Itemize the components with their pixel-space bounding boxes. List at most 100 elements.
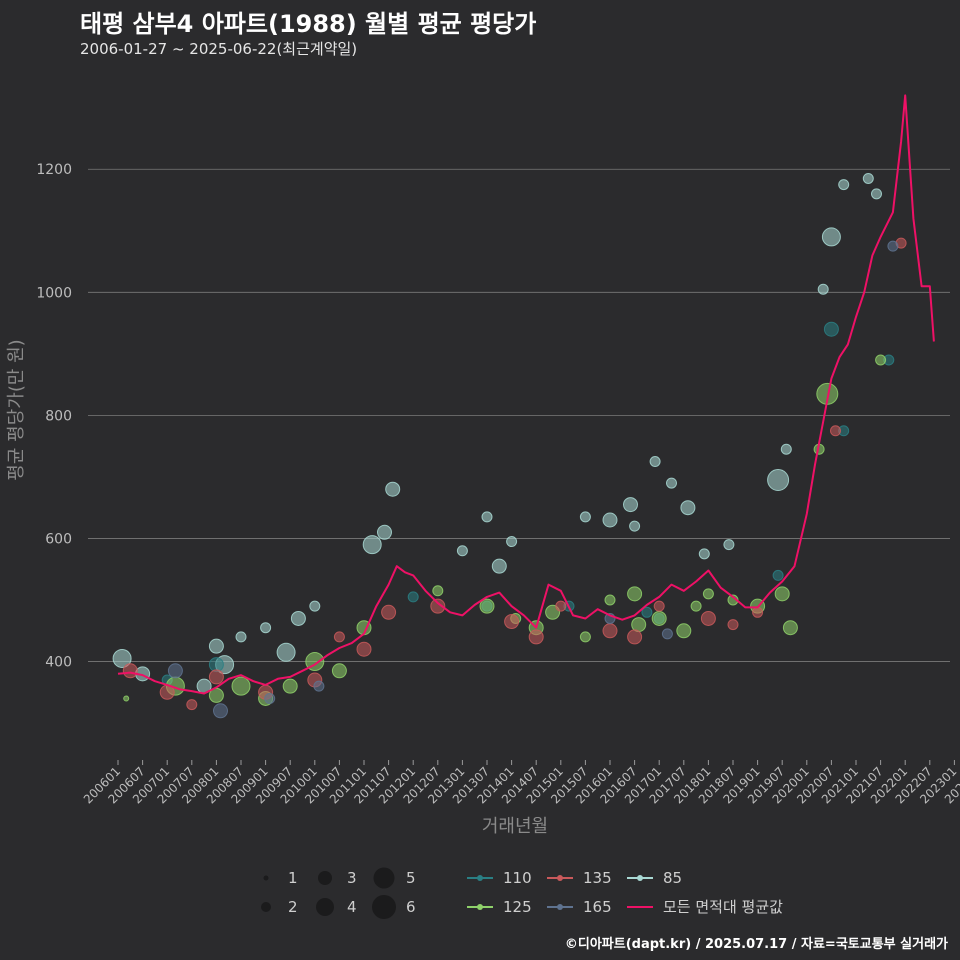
- data-point-85: [862, 172, 874, 184]
- legend-size-label: 3: [347, 869, 357, 887]
- data-point-135: [700, 610, 716, 626]
- legend-series-label: 125: [503, 898, 532, 916]
- data-point-125: [123, 695, 130, 702]
- legend-size-label: 1: [288, 869, 298, 887]
- x-axis-label: 거래년월: [482, 816, 548, 837]
- data-point-135: [504, 614, 520, 630]
- data-point-125: [702, 588, 714, 600]
- legend-marker-icon: [557, 875, 563, 881]
- data-point-125: [432, 585, 444, 597]
- data-point-135: [727, 619, 739, 631]
- data-point-135: [430, 598, 446, 614]
- legend-series-label: 165: [583, 898, 612, 916]
- y-axis-label: 평균 평당가(만 원): [6, 339, 27, 480]
- legend-size-label: 5: [406, 869, 416, 887]
- y-tick-label: 400: [45, 655, 72, 671]
- data-point-85: [276, 642, 296, 662]
- data-point-135: [381, 604, 397, 620]
- data-point-85: [260, 622, 272, 634]
- source-caption: ©디아파트(dapt.kr) / 2025.07.17 / 자료=국토교통부 실…: [564, 937, 948, 952]
- data-point-135: [830, 425, 841, 437]
- data-point-125: [690, 600, 702, 612]
- legend-size-1-icon: [263, 875, 269, 881]
- y-tick-label: 800: [45, 408, 72, 424]
- data-point-85: [629, 520, 641, 532]
- data-point-85: [362, 535, 382, 555]
- data-point-125: [651, 610, 667, 626]
- legend-size-4-icon: [316, 898, 334, 916]
- chart-subtitle: 2006-01-27 ~ 2025-06-22(최근계약일): [80, 40, 358, 58]
- average-line: [117, 94, 935, 695]
- data-point-125: [627, 586, 643, 602]
- data-point-165: [313, 680, 325, 692]
- data-point-85: [666, 477, 677, 489]
- data-point-125: [782, 620, 798, 636]
- data-point-125: [676, 623, 692, 639]
- data-point-135: [356, 641, 372, 657]
- legend-marker-icon: [637, 875, 643, 881]
- legend-marker-icon: [477, 904, 483, 910]
- legend-size-2-icon: [261, 902, 271, 912]
- data-points: [112, 172, 907, 719]
- data-point-85: [767, 469, 790, 491]
- legend-size-label: 6: [406, 898, 416, 916]
- data-point-85: [821, 227, 841, 247]
- data-point-85: [491, 558, 507, 574]
- legend-series-label: 135: [583, 869, 612, 887]
- average-line-segment: [117, 94, 935, 695]
- data-point-85: [481, 511, 493, 523]
- data-point-165: [264, 692, 276, 704]
- data-point-85: [623, 497, 638, 513]
- legend-size-3-icon: [318, 871, 332, 885]
- legend-series-label: 85: [663, 869, 682, 887]
- data-point-125: [579, 631, 591, 643]
- y-axis-ticks: 400 600 800 1000 1200: [36, 162, 72, 670]
- data-point-85: [290, 610, 306, 626]
- data-point-125: [331, 663, 347, 679]
- data-point-85: [112, 648, 132, 668]
- data-point-85: [723, 539, 735, 551]
- legend-series-label: 110: [503, 869, 532, 887]
- data-point-85: [649, 456, 661, 468]
- data-point-85: [817, 283, 829, 295]
- data-point-125: [231, 676, 251, 696]
- legend-size-label: 4: [347, 898, 357, 916]
- data-point-135: [208, 669, 224, 685]
- x-axis-ticks: 2006012006072007012007072008012008072009…: [81, 760, 960, 807]
- data-point-135: [602, 623, 618, 639]
- data-point-110: [407, 591, 419, 603]
- data-point-85: [385, 481, 401, 497]
- data-point-135: [122, 663, 138, 679]
- data-point-135: [186, 699, 198, 711]
- data-point-85: [309, 600, 321, 612]
- legend-marker-icon: [477, 875, 483, 881]
- chart-title: 태평 삼부4 아파트(1988) 월별 평균 평당가: [80, 10, 537, 38]
- data-point-135: [752, 606, 764, 618]
- data-point-135: [555, 600, 567, 612]
- data-point-135: [528, 629, 544, 645]
- data-point-85: [377, 524, 392, 540]
- legend-size-6-icon: [372, 895, 396, 919]
- data-point-110: [772, 569, 784, 581]
- legend-size-label: 2: [288, 898, 298, 916]
- data-point-85: [208, 638, 224, 654]
- legend-size-5-icon: [373, 867, 395, 889]
- data-point-135: [333, 631, 345, 643]
- data-point-85: [780, 443, 792, 455]
- data-point-110: [641, 606, 653, 618]
- data-point-165: [661, 628, 673, 640]
- data-point-125: [282, 678, 298, 694]
- legend-series-label: 모든 면적대 평균값: [663, 898, 783, 916]
- data-point-165: [167, 663, 183, 679]
- data-point-165: [213, 703, 228, 719]
- y-tick-label: 1000: [36, 285, 72, 301]
- data-point-85: [871, 188, 882, 200]
- data-point-85: [579, 511, 591, 523]
- data-point-135: [627, 629, 643, 645]
- data-point-85: [506, 536, 518, 548]
- data-point-165: [887, 240, 899, 252]
- data-point-135: [653, 600, 665, 612]
- legend-marker-icon: [557, 904, 563, 910]
- data-point-85: [680, 500, 696, 516]
